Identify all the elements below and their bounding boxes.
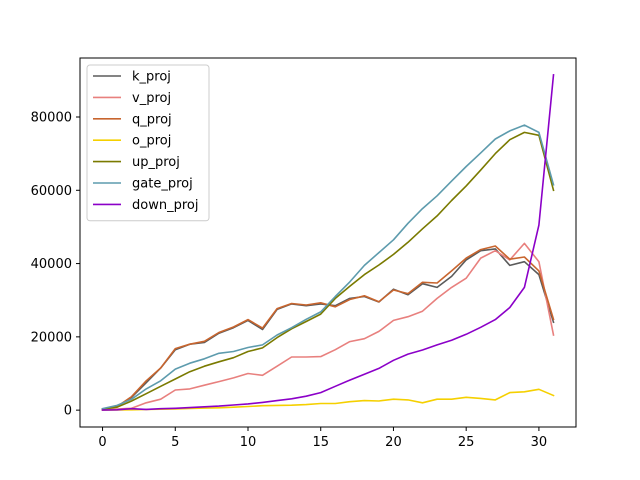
y-tick-label: 20000: [31, 330, 72, 345]
series-line-up-proj: [101, 131, 555, 410]
series-line-k-proj: [101, 248, 555, 411]
x-tick-label: 30: [531, 435, 548, 450]
series-line-q-proj: [101, 245, 555, 410]
legend-label-gate-proj: gate_proj: [132, 177, 193, 192]
series-line-gate-proj: [101, 124, 555, 410]
legend-label-v-proj: v_proj: [132, 91, 171, 106]
x-tick-label: 15: [312, 435, 329, 450]
legend-label-down-proj: down_proj: [132, 198, 198, 213]
series-line-down-proj: [101, 74, 555, 411]
legend: k_proj v_proj q_proj o_proj up_proj gate_proj…: [86, 64, 210, 222]
axes-layer: 0 5 10 15 20 25 30 0 20000 40000 60000 80000: [31, 57, 577, 450]
series-layer: [101, 74, 555, 411]
x-tick-label: 10: [240, 435, 257, 450]
legend-label-q-proj: q_proj: [132, 112, 172, 127]
y-tick-label: 40000: [31, 257, 72, 272]
legend-label-k-proj: k_proj: [132, 70, 171, 85]
legend-label-up-proj: up_proj: [132, 155, 180, 170]
legend-box: [86, 64, 210, 222]
y-tick-label: 0: [64, 404, 72, 419]
y-tick-label: 60000: [31, 184, 72, 199]
legend-label-o-proj: o_proj: [132, 134, 171, 149]
y-tick-label: 80000: [31, 110, 72, 125]
x-tick-label: 5: [171, 435, 179, 450]
x-tick-label: 0: [98, 435, 106, 450]
series-line-v-proj: [101, 242, 555, 411]
x-tick-label: 20: [385, 435, 402, 450]
plot-frame: [79, 57, 577, 428]
x-tick-label: 25: [458, 435, 475, 450]
